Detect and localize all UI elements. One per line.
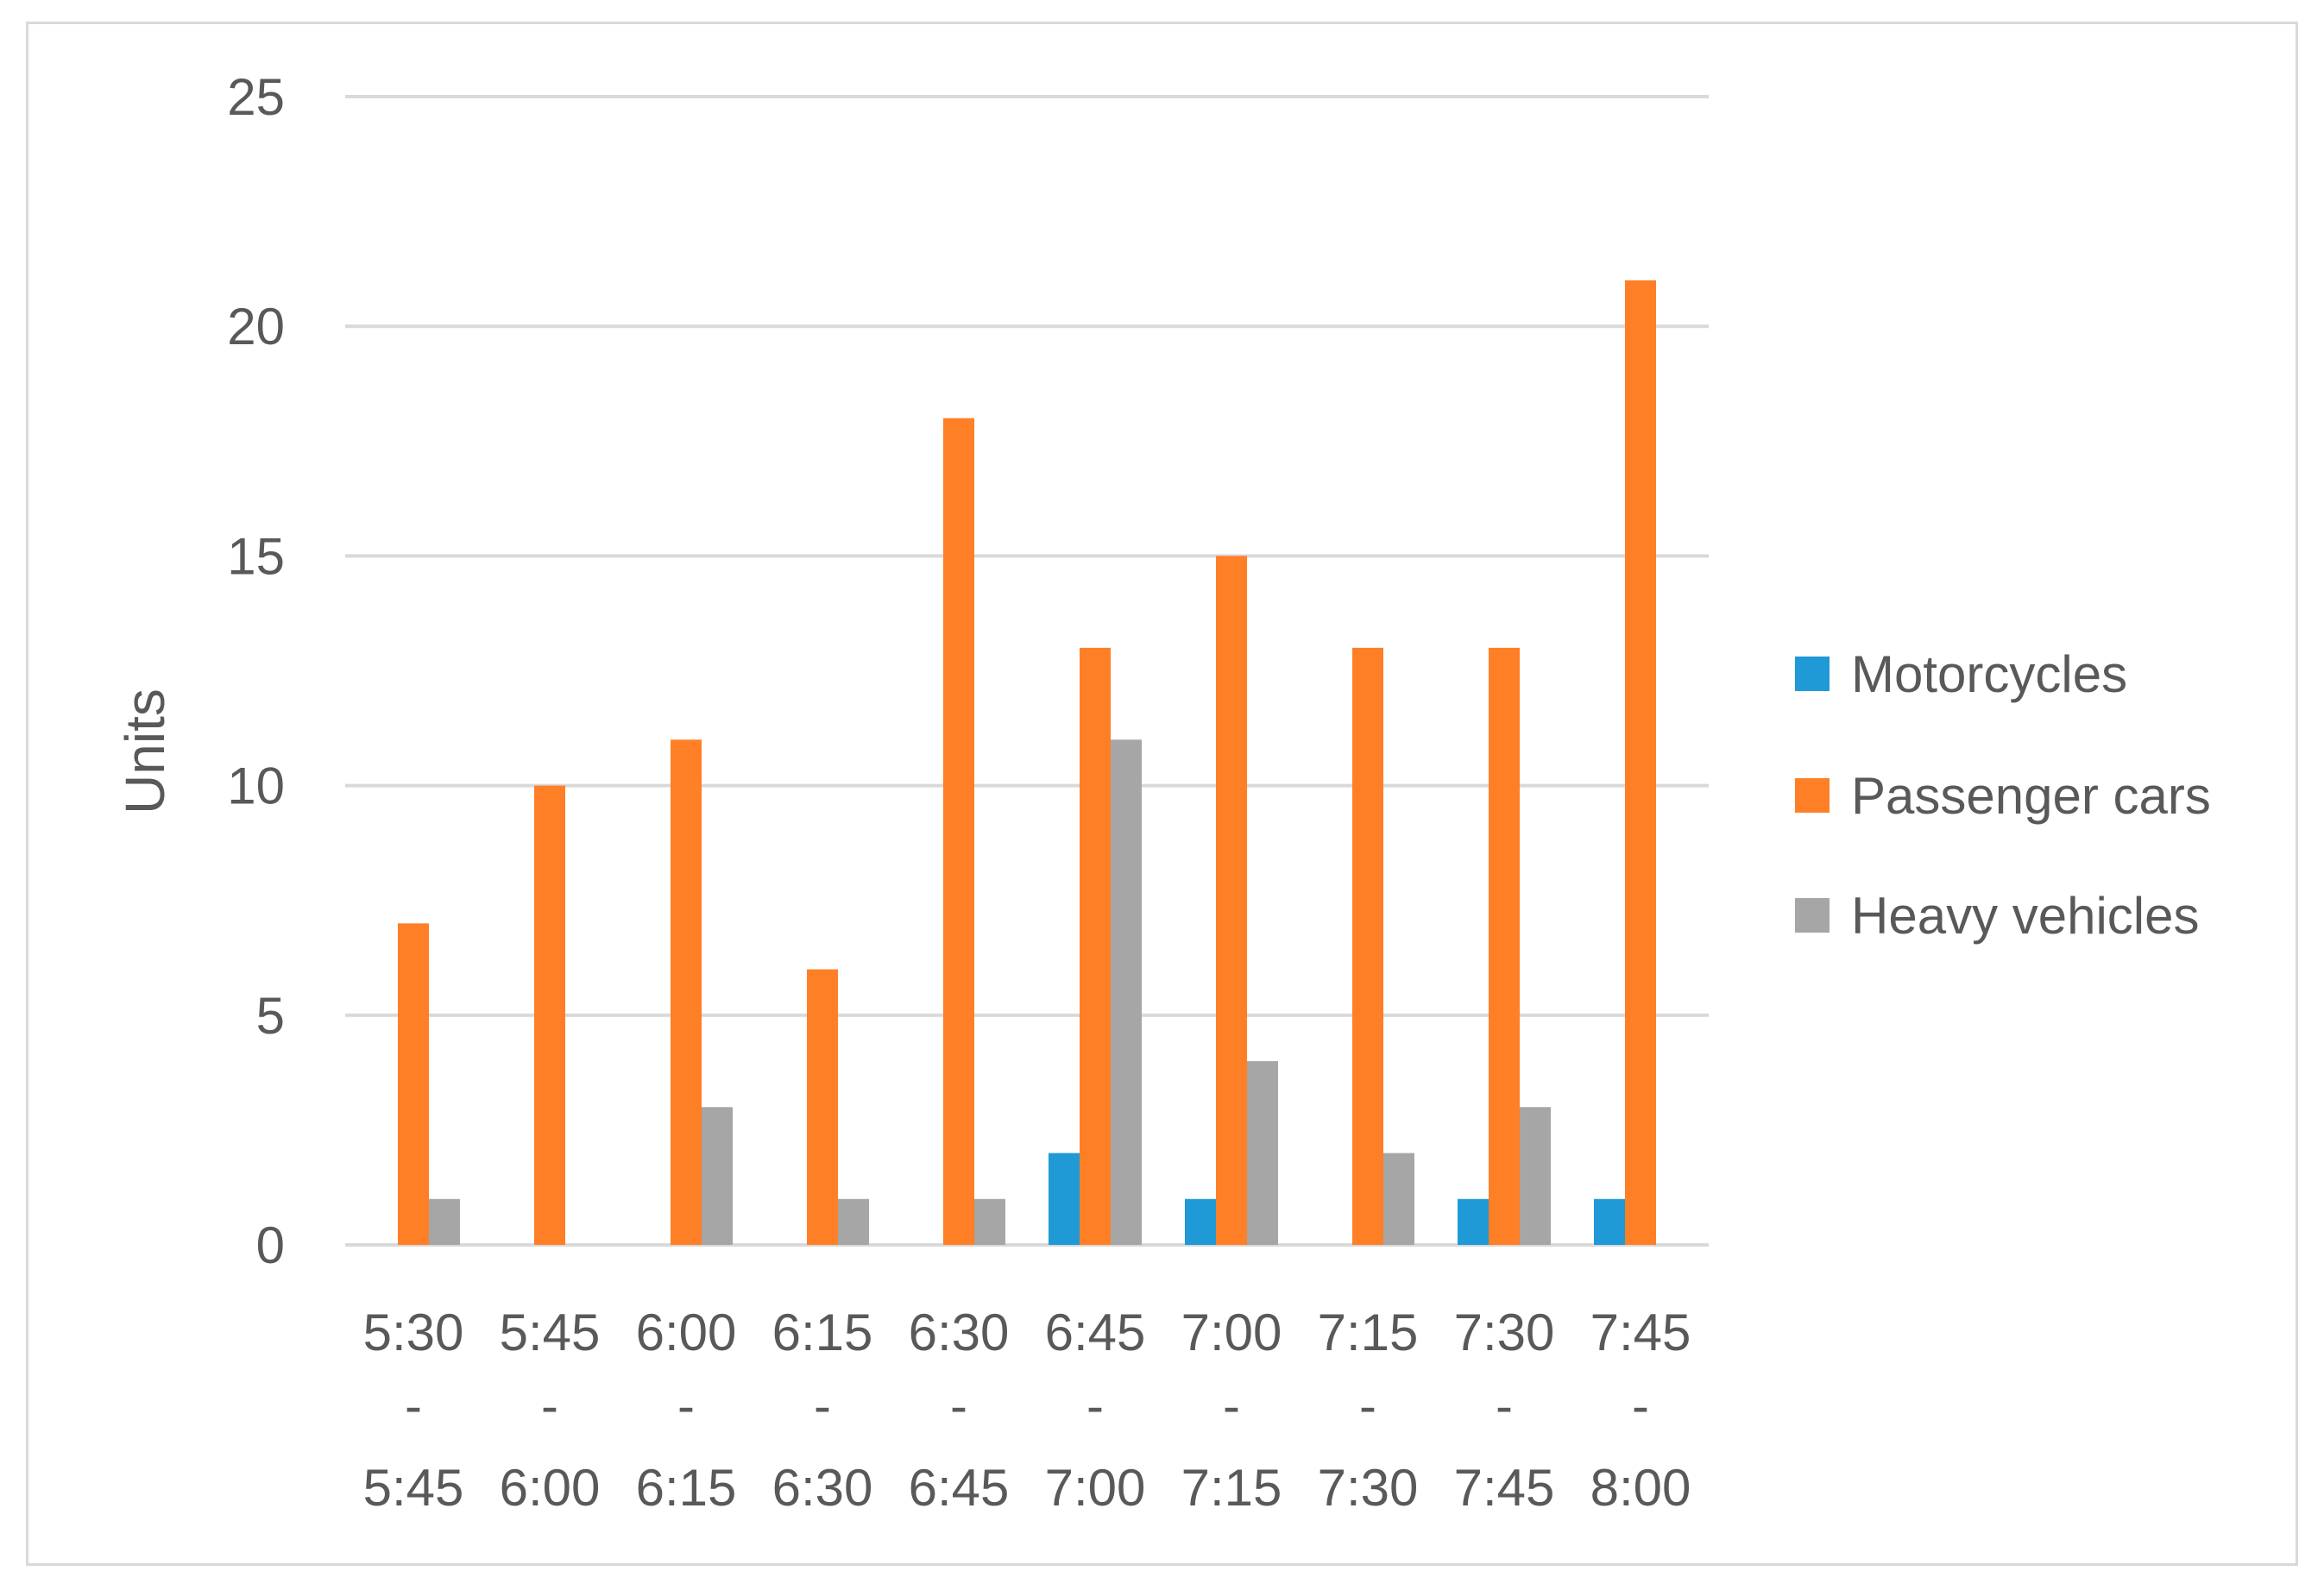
x-tick-label: 6:45 xyxy=(1045,1304,1146,1361)
bar-passenger-cars xyxy=(1080,647,1111,1245)
x-tick-label: 6:00 xyxy=(500,1459,601,1517)
bar-heavy-vehicles xyxy=(838,1198,869,1245)
bar-motorcycles xyxy=(1049,1153,1080,1245)
bar-passenger-cars xyxy=(943,418,974,1245)
y-tick-label: 0 xyxy=(256,1216,285,1274)
x-tick-label: 7:15 xyxy=(1181,1459,1282,1517)
bar-motorcycles xyxy=(1594,1198,1625,1245)
x-tick-label: - xyxy=(950,1377,967,1435)
bar-passenger-cars xyxy=(1489,647,1520,1245)
legend-swatch xyxy=(1795,778,1830,813)
x-tick-label: 6:00 xyxy=(636,1304,737,1361)
bar-passenger-cars xyxy=(1625,280,1656,1246)
x-tick-label: 7:30 xyxy=(1454,1304,1555,1361)
x-tick-label: - xyxy=(814,1377,831,1435)
x-tick-label: 7:15 xyxy=(1318,1304,1419,1361)
x-tick-label: 5:45 xyxy=(500,1304,601,1361)
legend-swatch xyxy=(1795,898,1830,933)
x-tick-label: 7:45 xyxy=(1590,1304,1691,1361)
legend: Motorcycles Passenger cars Heavy vehicles xyxy=(1795,645,2211,945)
x-tick-label: 6:15 xyxy=(636,1459,737,1517)
x-tick-label: - xyxy=(1496,1377,1513,1435)
bar-motorcycles xyxy=(1458,1198,1489,1245)
x-tick-label: - xyxy=(1086,1377,1104,1435)
bar-heavy-vehicles xyxy=(1520,1107,1551,1245)
bar-passenger-cars xyxy=(1352,647,1383,1245)
legend-swatch xyxy=(1795,657,1830,691)
x-tick-label: 8:00 xyxy=(1590,1459,1691,1517)
bar-passenger-cars xyxy=(1216,556,1247,1245)
y-tick-label: 20 xyxy=(227,298,285,355)
x-tick-label: 6:15 xyxy=(772,1304,873,1361)
bar-passenger-cars xyxy=(671,739,702,1245)
bar-passenger-cars xyxy=(807,969,838,1245)
bar-heavy-vehicles xyxy=(429,1198,460,1245)
chart-frame xyxy=(26,22,2298,1566)
x-tick-label: 5:45 xyxy=(363,1459,464,1517)
y-tick-label: 15 xyxy=(227,527,285,585)
bar-heavy-vehicles xyxy=(702,1107,733,1245)
y-tick-label: 25 xyxy=(227,68,285,126)
bar-passenger-cars xyxy=(398,923,429,1245)
bar-heavy-vehicles xyxy=(1383,1153,1414,1245)
x-tick-label: 6:30 xyxy=(772,1459,873,1517)
x-tick-label: - xyxy=(1632,1377,1649,1435)
x-tick-label: 5:30 xyxy=(363,1304,464,1361)
y-axis-ticks: 0 5 10 15 20 25 xyxy=(227,68,285,1274)
y-tick-label: 10 xyxy=(227,757,285,815)
x-tick-label: 7:00 xyxy=(1045,1459,1146,1517)
x-tick-label: 6:30 xyxy=(909,1304,1010,1361)
y-axis-title: Units xyxy=(114,688,176,814)
legend-label: Passenger cars xyxy=(1851,767,2211,825)
legend-label: Heavy vehicles xyxy=(1851,887,2200,945)
legend-label: Motorcycles xyxy=(1851,645,2127,703)
x-tick-label: - xyxy=(541,1377,558,1435)
y-tick-label: 5 xyxy=(256,987,285,1045)
x-tick-label: 7:00 xyxy=(1181,1304,1282,1361)
bar-heavy-vehicles xyxy=(1111,739,1142,1245)
bar-heavy-vehicles xyxy=(1247,1061,1278,1245)
bars xyxy=(398,280,1656,1246)
x-axis-categories: 5:30 - 5:45 5:45 - 6:00 6:00 - 6:15 6:15 - 6:30 6:30… xyxy=(363,1304,1691,1517)
x-tick-label: 7:30 xyxy=(1318,1459,1419,1517)
x-tick-label: - xyxy=(405,1377,422,1435)
x-tick-label: - xyxy=(1359,1377,1376,1435)
x-tick-label: 7:45 xyxy=(1454,1459,1555,1517)
bar-heavy-vehicles xyxy=(974,1198,1005,1245)
x-tick-label: - xyxy=(1223,1377,1240,1435)
bar-passenger-cars xyxy=(534,785,565,1245)
bar-motorcycles xyxy=(1185,1198,1216,1245)
x-tick-label: - xyxy=(677,1377,695,1435)
x-tick-label: 6:45 xyxy=(909,1459,1010,1517)
